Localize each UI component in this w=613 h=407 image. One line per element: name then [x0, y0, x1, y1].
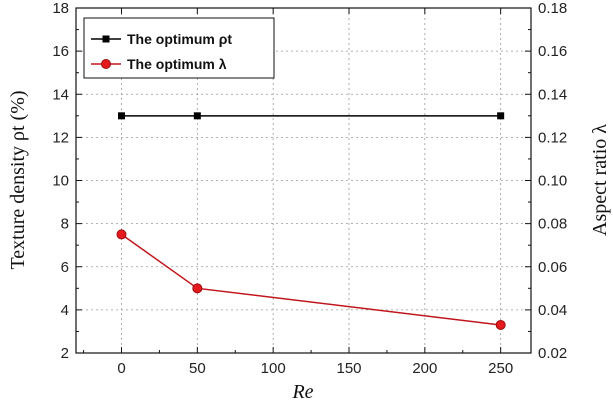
x-tick-label: 100 [261, 360, 286, 377]
legend-marker-rho [102, 35, 110, 43]
right-y-tick-label: 0.12 [538, 129, 567, 146]
axis-ticks: 0 50 100 150 200 250 2 4 6 8 10 12 14 16 18 0.02 0.04 0.0… [52, 0, 567, 377]
series-layer [116, 112, 506, 330]
left-y-tick-label: 10 [52, 173, 69, 190]
left-y-axis-title: Texture density ρt (%) [7, 90, 29, 269]
data-point-rho [193, 112, 201, 120]
x-axis-title: Re [291, 381, 313, 403]
data-point-lambda [192, 283, 203, 294]
legend-marker-lambda [101, 59, 111, 69]
x-tick-label: 250 [488, 360, 513, 377]
right-y-tick-label: 0.16 [538, 43, 567, 60]
right-y-tick-label: 0.14 [538, 86, 567, 103]
legend-box [83, 17, 275, 79]
left-y-tick-label: 12 [52, 129, 69, 146]
right-y-tick-label: 0.08 [538, 216, 567, 233]
right-y-tick-label: 0.06 [538, 259, 567, 276]
x-tick-label: 200 [412, 360, 437, 377]
series-line-lambda [121, 233, 501, 326]
right-y-tick-label: 0.04 [538, 302, 567, 319]
legend-label-rho: The optimum ρt [127, 31, 232, 47]
right-y-tick-label: 0.10 [538, 173, 567, 190]
left-y-tick-label: 18 [52, 0, 69, 17]
left-y-tick-label: 2 [61, 345, 69, 362]
x-tick-label: 0 [117, 360, 125, 377]
left-y-tick-label: 16 [52, 43, 69, 60]
data-point-lambda [495, 319, 506, 330]
left-y-tick-label: 8 [61, 216, 69, 233]
legend: The optimum ρt The optimum λ [83, 17, 275, 79]
left-y-tick-label: 4 [61, 302, 69, 319]
right-y-axis-title: Aspect ratio λ [589, 124, 611, 236]
left-y-tick-label: 14 [52, 86, 69, 103]
legend-label-lambda: The optimum λ [127, 56, 227, 72]
data-point-lambda [116, 229, 127, 240]
x-tick-label: 150 [336, 360, 361, 377]
legend-item-rho: The optimum ρt [91, 31, 232, 47]
legend-item-lambda: The optimum λ [91, 56, 227, 72]
right-y-tick-label: 0.02 [538, 345, 567, 362]
data-point-rho [118, 112, 125, 120]
left-y-tick-label: 6 [61, 259, 69, 276]
right-y-tick-label: 0.18 [538, 0, 567, 17]
data-point-rho [497, 112, 505, 120]
x-tick-label: 50 [189, 360, 206, 377]
